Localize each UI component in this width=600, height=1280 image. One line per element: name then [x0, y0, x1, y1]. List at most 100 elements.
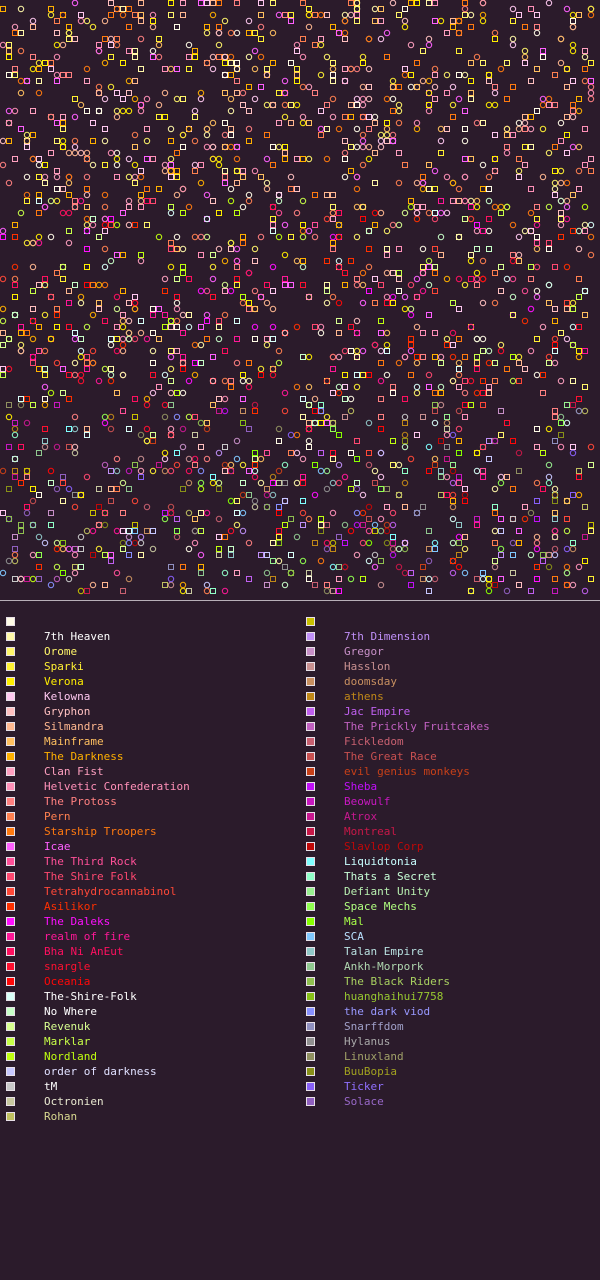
planet-marker[interactable] [197, 485, 205, 493]
planet-marker[interactable] [402, 66, 408, 72]
planet-marker[interactable] [521, 53, 529, 61]
planet-marker[interactable] [503, 149, 511, 157]
planet-marker[interactable] [246, 84, 252, 90]
planet-marker[interactable] [354, 102, 360, 108]
planet-marker[interactable] [467, 257, 475, 265]
planet-marker[interactable] [497, 203, 505, 211]
planet-marker[interactable] [101, 521, 109, 529]
planet-marker[interactable] [437, 401, 445, 409]
planet-marker[interactable] [270, 228, 276, 234]
planet-marker[interactable] [420, 330, 426, 336]
planet-marker[interactable] [41, 281, 49, 289]
planet-marker[interactable] [474, 360, 480, 366]
planet-marker[interactable] [174, 150, 180, 156]
planet-marker[interactable] [78, 12, 84, 18]
planet-marker[interactable] [23, 191, 31, 199]
planet-marker[interactable] [234, 276, 240, 282]
planet-marker[interactable] [558, 138, 564, 144]
planet-marker[interactable] [221, 461, 229, 469]
planet-marker[interactable] [263, 155, 271, 163]
planet-marker[interactable] [359, 203, 367, 211]
planet-marker[interactable] [365, 263, 373, 271]
planet-marker[interactable] [509, 35, 517, 43]
planet-marker[interactable] [432, 246, 438, 252]
planet-marker[interactable] [462, 534, 468, 540]
planet-marker[interactable] [377, 347, 385, 355]
planet-marker[interactable] [300, 222, 306, 228]
planet-marker[interactable] [263, 185, 271, 193]
planet-marker[interactable] [522, 144, 528, 150]
planet-marker[interactable] [347, 395, 355, 403]
planet-marker[interactable] [582, 558, 588, 564]
planet-marker[interactable] [504, 144, 510, 150]
planet-marker[interactable] [281, 221, 289, 229]
planet-marker[interactable] [378, 486, 384, 492]
planet-marker[interactable] [534, 108, 540, 114]
planet-marker[interactable] [161, 413, 169, 421]
planet-marker[interactable] [167, 209, 175, 217]
planet-marker[interactable] [419, 245, 427, 253]
planet-marker[interactable] [191, 161, 199, 169]
planet-marker[interactable] [312, 12, 318, 18]
planet-marker[interactable] [90, 552, 96, 558]
planet-marker[interactable] [293, 41, 301, 49]
planet-marker[interactable] [318, 528, 324, 534]
planet-marker[interactable] [575, 245, 583, 253]
planet-marker[interactable] [575, 563, 583, 571]
planet-marker[interactable] [113, 41, 121, 49]
planet-marker[interactable] [503, 203, 511, 211]
planet-marker[interactable] [485, 347, 493, 355]
planet-marker[interactable] [456, 18, 462, 24]
planet-marker[interactable] [383, 29, 391, 37]
planet-marker[interactable] [240, 396, 246, 402]
planet-marker[interactable] [330, 72, 336, 78]
planet-marker[interactable] [306, 426, 312, 432]
planet-marker[interactable] [414, 84, 420, 90]
planet-marker[interactable] [396, 276, 402, 282]
planet-marker[interactable] [485, 227, 493, 235]
planet-marker[interactable] [552, 168, 558, 174]
planet-marker[interactable] [216, 534, 222, 540]
planet-marker[interactable] [383, 329, 391, 337]
planet-marker[interactable] [503, 275, 511, 283]
planet-marker[interactable] [210, 474, 216, 480]
planet-marker[interactable] [293, 449, 301, 457]
planet-marker[interactable] [77, 347, 85, 355]
planet-marker[interactable] [71, 503, 79, 511]
planet-marker[interactable] [96, 306, 102, 312]
planet-marker[interactable] [534, 564, 540, 570]
planet-marker[interactable] [300, 414, 306, 420]
planet-marker[interactable] [569, 11, 577, 19]
planet-marker[interactable] [497, 545, 505, 553]
planet-marker[interactable] [71, 203, 79, 211]
planet-marker[interactable] [60, 186, 66, 192]
planet-marker[interactable] [491, 563, 499, 571]
planet-marker[interactable] [0, 317, 7, 325]
planet-marker[interactable] [419, 269, 427, 277]
planet-marker[interactable] [468, 78, 474, 84]
planet-marker[interactable] [372, 528, 378, 534]
planet-marker[interactable] [588, 576, 594, 582]
planet-marker[interactable] [216, 546, 222, 552]
planet-marker[interactable] [23, 173, 31, 181]
planet-marker[interactable] [293, 479, 301, 487]
planet-marker[interactable] [498, 552, 504, 558]
planet-marker[interactable] [569, 323, 577, 331]
planet-marker[interactable] [516, 582, 522, 588]
planet-marker[interactable] [348, 114, 354, 120]
planet-marker[interactable] [407, 203, 415, 211]
planet-marker[interactable] [150, 330, 156, 336]
planet-marker[interactable] [444, 414, 450, 420]
planet-marker[interactable] [203, 311, 211, 319]
planet-marker[interactable] [360, 522, 366, 528]
planet-marker[interactable] [138, 12, 144, 18]
planet-marker[interactable] [138, 168, 144, 174]
planet-marker[interactable] [60, 570, 66, 576]
planet-marker[interactable] [125, 575, 133, 583]
planet-marker[interactable] [96, 42, 102, 48]
planet-marker[interactable] [17, 47, 25, 55]
planet-marker[interactable] [29, 497, 37, 505]
planet-marker[interactable] [288, 102, 294, 108]
planet-marker[interactable] [137, 533, 145, 541]
planet-marker[interactable] [270, 336, 276, 342]
